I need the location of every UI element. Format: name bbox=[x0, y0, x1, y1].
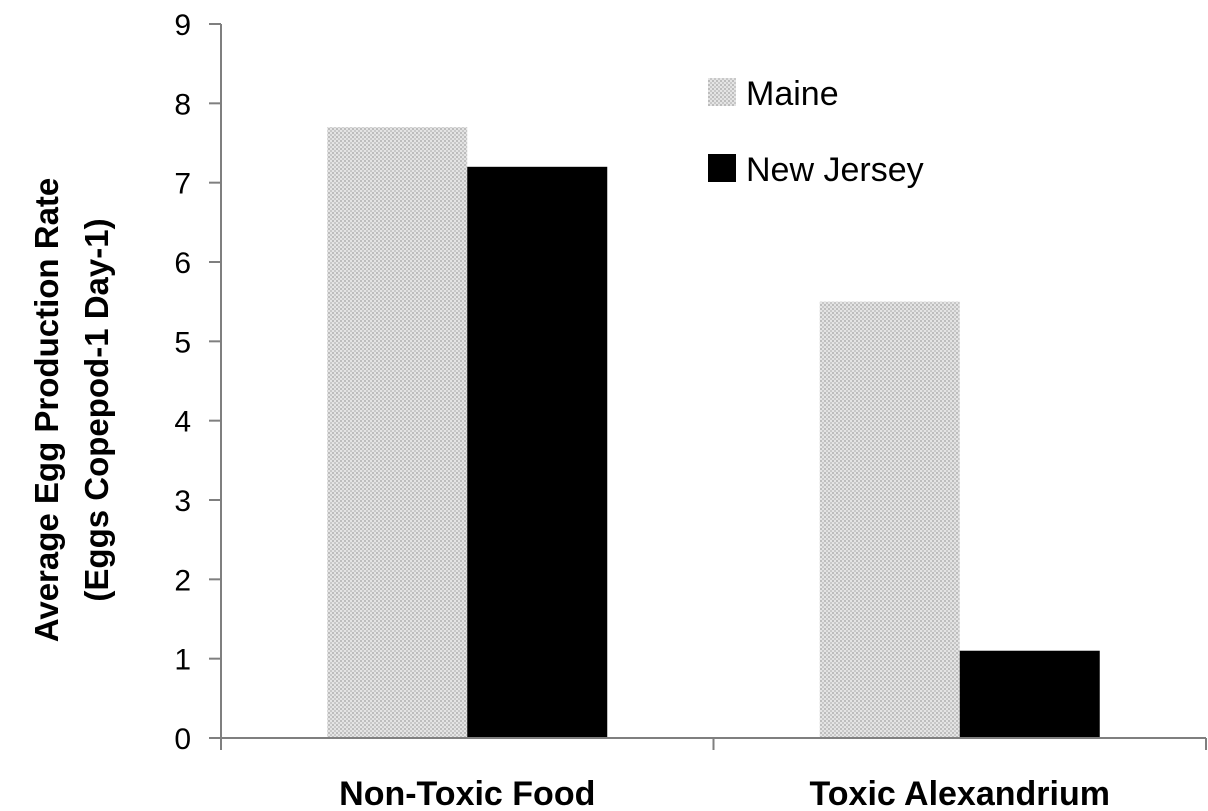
axes: 0 1 2 3 4 5 6 7 8 9 Non-Toxic Food Toxic Alexandriu… bbox=[174, 9, 1207, 811]
y-axis-title-line-1: Average Egg Production Rate bbox=[28, 178, 65, 643]
bar-new-jersey-non-toxic-food bbox=[467, 166, 608, 739]
bar-new-jersey-toxic-alexandrium bbox=[959, 650, 1100, 738]
y-tick-label: 6 bbox=[174, 247, 191, 280]
y-axis-title: Average Egg Production Rate (Eggs Copepo… bbox=[28, 178, 115, 643]
legend-label-new-jersey: New Jersey bbox=[746, 151, 924, 189]
legend-swatch-new-jersey bbox=[708, 154, 736, 182]
legend-label-maine: Maine bbox=[746, 75, 839, 113]
y-tick-label: 8 bbox=[174, 88, 191, 121]
y-axis-title-line-2: (Eggs Copepod-1 Day-1) bbox=[78, 218, 115, 601]
legend: Maine New Jersey bbox=[708, 75, 924, 189]
y-tick-label: 0 bbox=[174, 723, 191, 756]
plot-area bbox=[327, 127, 1100, 739]
legend-swatch-maine bbox=[708, 78, 736, 106]
y-tick-label: 3 bbox=[174, 485, 191, 518]
y-tick-label: 1 bbox=[174, 644, 191, 677]
x-category-label: Toxic Alexandrium bbox=[810, 775, 1110, 811]
x-category-label: Non-Toxic Food bbox=[339, 775, 595, 811]
y-tick-label: 7 bbox=[174, 168, 191, 201]
bar-maine-toxic-alexandrium bbox=[819, 301, 960, 738]
bar-maine-non-toxic-food bbox=[327, 127, 468, 739]
y-tick-label: 2 bbox=[174, 564, 191, 597]
y-tick-label: 9 bbox=[174, 9, 191, 42]
y-tick-label: 5 bbox=[174, 326, 191, 359]
y-tick-label: 4 bbox=[174, 406, 191, 439]
